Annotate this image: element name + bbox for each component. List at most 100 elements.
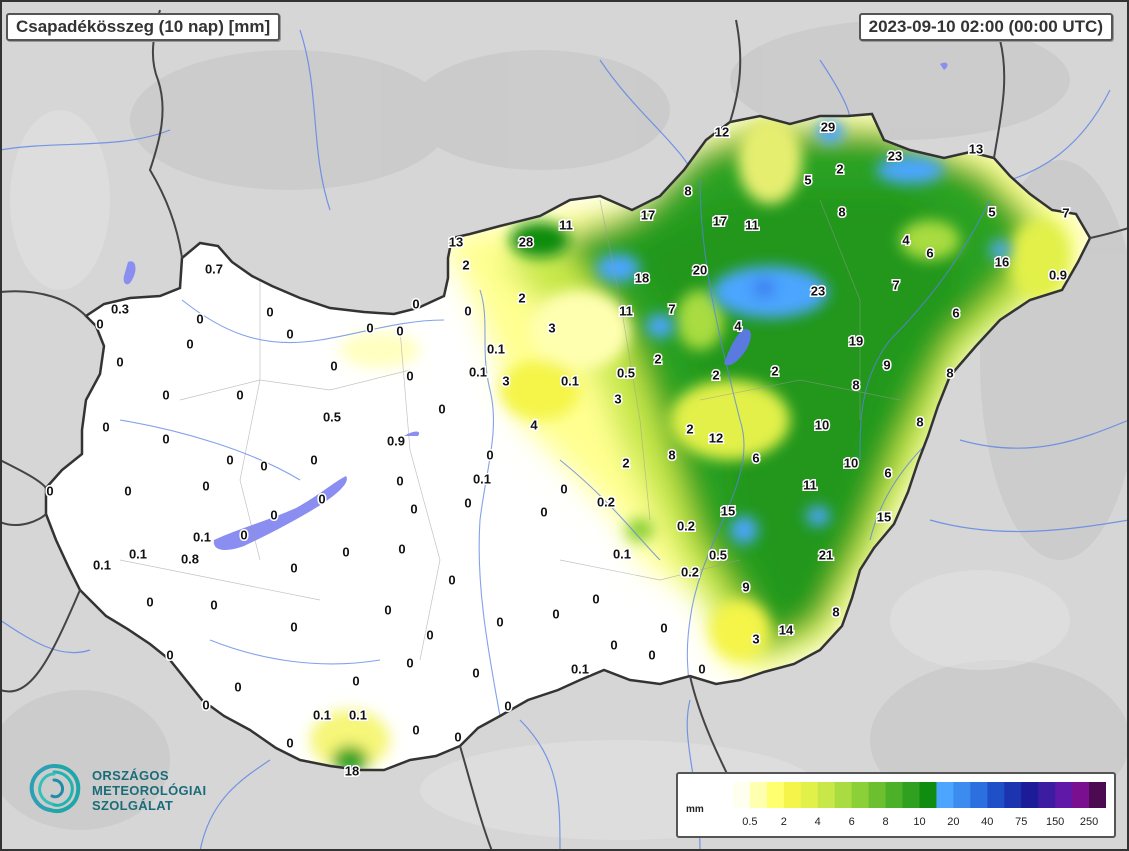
station-value: 0 <box>660 620 667 635</box>
station-value: 0 <box>342 544 349 559</box>
station-value: 0 <box>162 387 169 402</box>
station-value: 3 <box>548 320 555 335</box>
station-value: 0 <box>406 655 413 670</box>
legend-tick-label: 2 <box>780 816 787 828</box>
station-value: 23 <box>888 148 902 163</box>
station-value: 20 <box>693 262 707 277</box>
station-value: 11 <box>803 477 817 492</box>
station-value: 14 <box>779 622 794 637</box>
station-value: 0 <box>504 698 511 713</box>
legend-swatch <box>800 782 819 808</box>
station-value: 0 <box>384 602 391 617</box>
station-value: 2 <box>771 363 778 378</box>
station-value: 0 <box>438 401 445 416</box>
legend-swatch <box>732 782 751 808</box>
station-value: 8 <box>852 377 859 392</box>
legend-swatch <box>1021 782 1039 808</box>
station-value: 8 <box>832 604 839 619</box>
station-value: 0.1 <box>349 707 367 722</box>
station-value: 0 <box>240 527 247 542</box>
logo-line-2: METEOROLÓGIAI <box>92 783 207 798</box>
legend-swatch <box>902 782 920 808</box>
station-value: 0 <box>102 419 109 434</box>
timestamp-label: 2023-09-10 02:00 (00:00 UTC) <box>858 13 1113 41</box>
legend-swatch <box>953 782 971 808</box>
station-value: 0 <box>592 591 599 606</box>
station-value: 0.5 <box>323 409 341 424</box>
legend-tick-label: 10 <box>913 816 926 828</box>
station-value: 0.1 <box>93 557 111 572</box>
station-value: 0.1 <box>613 546 631 561</box>
station-value: 0.9 <box>387 433 405 448</box>
legend-tick-label: 150 <box>1045 816 1065 828</box>
station-value: 7 <box>1062 205 1069 220</box>
legend-swatch <box>987 782 1005 808</box>
station-value: 8 <box>916 414 923 429</box>
station-value: 17 <box>713 213 727 228</box>
station-value: 0 <box>202 697 209 712</box>
station-value: 8 <box>838 204 845 219</box>
station-value: 0.1 <box>313 707 331 722</box>
station-value: 0 <box>396 473 403 488</box>
legend-swatch <box>1038 782 1056 808</box>
station-value: 16 <box>995 254 1009 269</box>
legend-swatch <box>868 782 887 808</box>
station-value: 0.5 <box>617 365 635 380</box>
station-value: 18 <box>345 763 359 778</box>
station-value: 0 <box>210 597 217 612</box>
station-value: 9 <box>742 579 749 594</box>
station-value: 15 <box>721 503 735 518</box>
station-value: 0 <box>286 735 293 750</box>
station-value: 2 <box>462 257 469 272</box>
station-value: 4 <box>902 232 910 247</box>
legend-swatch <box>716 782 734 808</box>
station-value: 0 <box>166 647 173 662</box>
logo-line-3: SZOLGÁLAT <box>92 798 174 813</box>
station-value: 0.7 <box>205 261 223 276</box>
station-value: 0 <box>560 481 567 496</box>
station-value: 0 <box>540 504 547 519</box>
station-value: 0 <box>496 614 503 629</box>
station-value: 11 <box>559 217 573 232</box>
station-value: 0 <box>396 323 403 338</box>
station-value: 6 <box>926 245 933 260</box>
station-value: 8 <box>946 365 953 380</box>
station-value: 12 <box>709 430 723 445</box>
station-value: 3 <box>502 373 509 388</box>
station-value: 0.2 <box>681 564 699 579</box>
station-value: 0 <box>260 458 267 473</box>
legend-swatch <box>783 782 802 808</box>
station-value: 0 <box>406 368 413 383</box>
station-value: 0 <box>410 501 417 516</box>
station-value: 0 <box>46 483 53 498</box>
station-value: 0.1 <box>469 364 487 379</box>
station-value: 0 <box>486 447 493 462</box>
station-value: 0 <box>186 336 193 351</box>
station-value: 10 <box>815 417 829 432</box>
legend-tick-label: 4 <box>814 816 821 828</box>
station-value: 8 <box>684 183 691 198</box>
legend-tick-label: 40 <box>981 816 994 828</box>
station-value: 11 <box>745 217 759 232</box>
station-value: 0 <box>448 572 455 587</box>
station-value: 3 <box>614 391 621 406</box>
station-value: 0 <box>162 431 169 446</box>
station-value: 0 <box>330 358 337 373</box>
station-value: 0 <box>266 304 273 319</box>
station-value: 0 <box>236 387 243 402</box>
station-value: 17 <box>641 207 655 222</box>
legend-swatch <box>817 782 836 808</box>
station-value: 5 <box>988 204 995 219</box>
station-value: 4 <box>734 318 742 333</box>
station-value: 0 <box>310 452 317 467</box>
legend-tick-label: 250 <box>1079 816 1099 828</box>
station-value: 12 <box>715 124 729 139</box>
legend-tick-label: 0.5 <box>742 816 758 828</box>
station-value: 0 <box>352 673 359 688</box>
legend-swatch <box>749 782 768 808</box>
station-value: 21 <box>819 547 833 562</box>
station-value: 10 <box>844 455 858 470</box>
station-value: 8 <box>668 447 675 462</box>
